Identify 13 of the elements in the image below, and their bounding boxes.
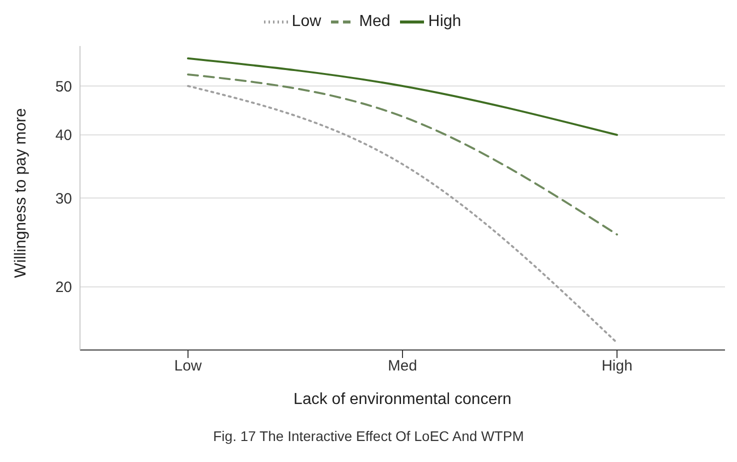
y-axis-title: Willingness to pay more <box>12 108 30 278</box>
x-tick-label: Low <box>174 358 202 375</box>
legend-label: High <box>428 13 462 30</box>
y-tick-label: 40 <box>55 127 72 144</box>
y-tick-label: 30 <box>55 190 72 208</box>
caption: Fig. 17 The Interactive Effect Of LoEC And WTPM <box>212 428 525 444</box>
x-tick-label: Med <box>388 358 418 375</box>
legend-label: Med <box>359 13 390 30</box>
x-axis-title: Lack of environmental concern <box>294 391 512 408</box>
legend-label: Low <box>292 13 322 30</box>
y-tick-label: 20 <box>55 279 72 296</box>
x-tick-label: High <box>602 358 632 375</box>
y-tick-label: 50 <box>55 78 72 96</box>
